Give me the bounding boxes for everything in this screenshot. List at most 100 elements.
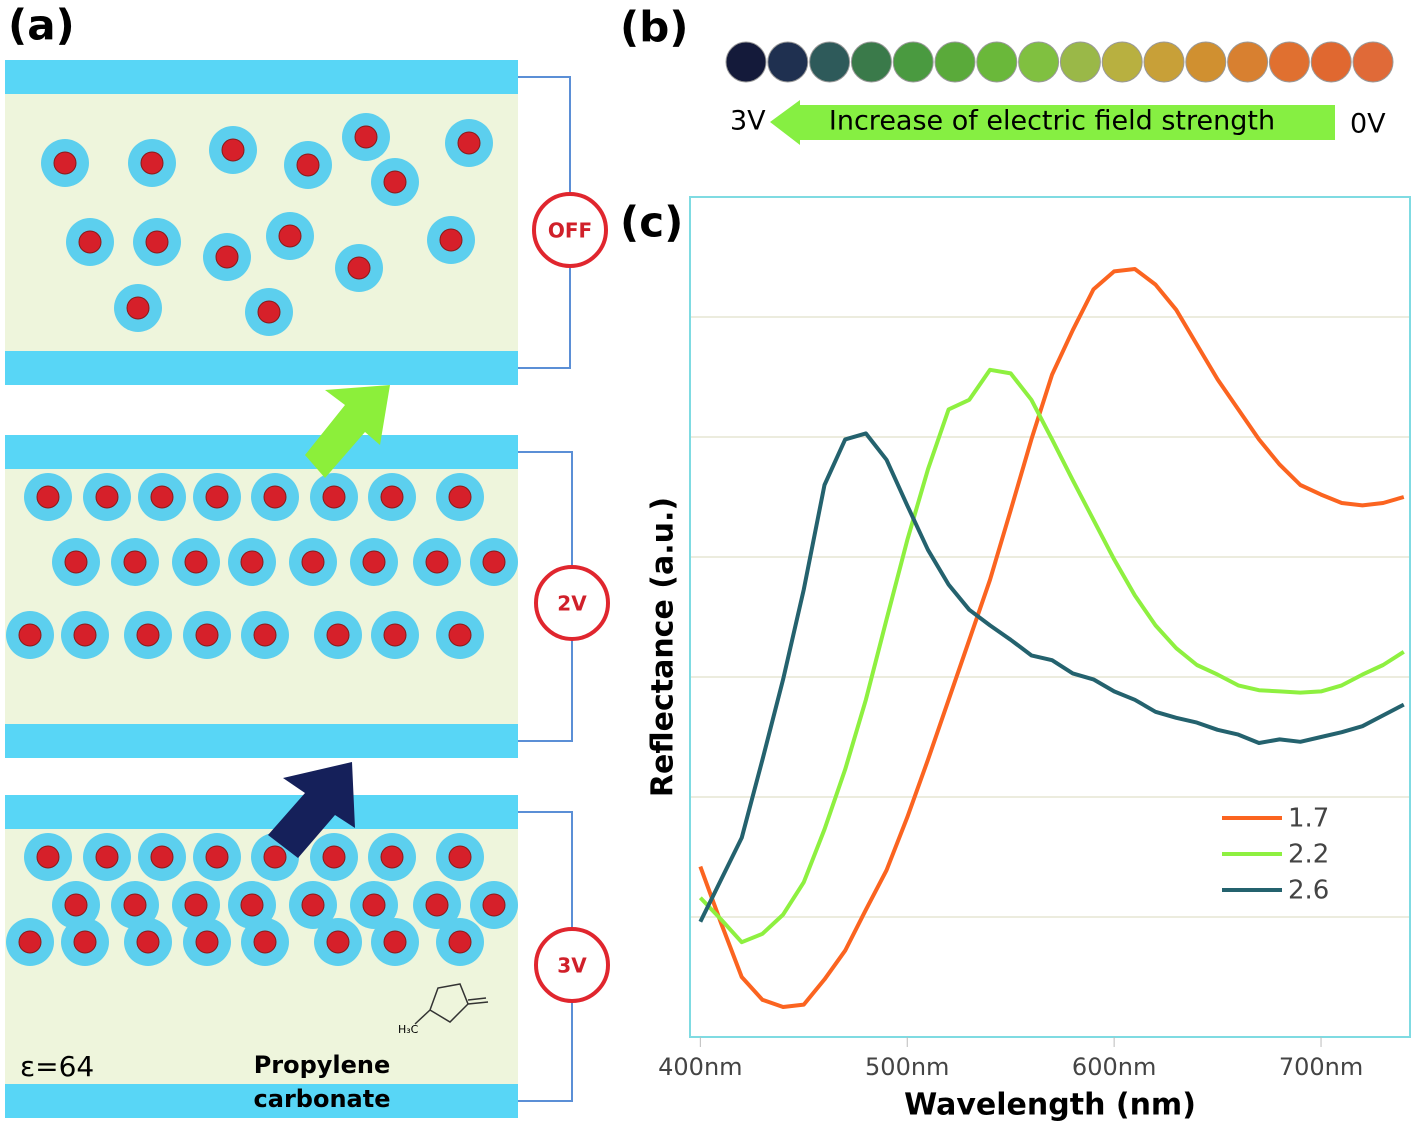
particle-core <box>150 845 174 869</box>
state-badge <box>534 565 610 641</box>
particle-core <box>184 550 208 574</box>
x-tick-label: 700nm <box>1279 1053 1363 1081</box>
particle-core <box>347 256 371 280</box>
particle-core <box>322 845 346 869</box>
panel-label: (b) <box>620 3 688 52</box>
color-swatch <box>725 41 767 83</box>
particle-core <box>263 845 287 869</box>
solvent-label: carbonate <box>254 1085 391 1113</box>
electrode <box>5 351 518 385</box>
particle-core <box>221 138 245 162</box>
color-swatch <box>1143 41 1185 83</box>
color-swatch <box>1101 41 1143 83</box>
particle-core <box>383 170 407 194</box>
legend-label: 2.2 <box>1288 840 1329 870</box>
particle-core <box>136 930 160 954</box>
transition-arrow <box>305 385 390 478</box>
color-swatch <box>767 41 809 83</box>
particle-core <box>64 893 88 917</box>
particle-core <box>296 153 320 177</box>
particle-core <box>145 230 169 254</box>
particle-core <box>36 845 60 869</box>
particle-core <box>78 230 102 254</box>
series-line <box>698 367 1405 945</box>
electrode <box>5 795 518 829</box>
color-swatch <box>1352 41 1394 83</box>
particle-core <box>73 930 97 954</box>
electrode <box>5 435 518 469</box>
particle-core <box>73 623 97 647</box>
particle-core <box>383 623 407 647</box>
particle-core <box>448 485 472 509</box>
dielectric-label: ε=64 <box>20 1050 94 1083</box>
particle-core <box>123 550 147 574</box>
particle-core <box>205 485 229 509</box>
particle-core <box>482 550 506 574</box>
electrode <box>5 1084 518 1118</box>
molecule <box>414 983 489 1025</box>
voltage-label: 0V <box>1350 109 1386 140</box>
electrode <box>5 60 518 94</box>
particle-core <box>126 296 150 320</box>
particle-core <box>439 228 463 252</box>
particle-core <box>362 550 386 574</box>
x-tick-label: 600nm <box>1072 1053 1156 1081</box>
x-axis-label: Wavelength (nm) <box>904 1088 1196 1123</box>
particle-core <box>240 550 264 574</box>
particle-core <box>195 623 219 647</box>
state-label: 3V <box>557 954 587 978</box>
particle-core <box>448 623 472 647</box>
particle-core <box>301 893 325 917</box>
y-axis-label: Reflectance (a.u.) <box>646 497 681 797</box>
particle-core <box>205 845 229 869</box>
particle-core <box>326 930 350 954</box>
particle-core <box>36 485 60 509</box>
particle-core <box>64 550 88 574</box>
field-arrow <box>770 100 1335 145</box>
panel-label: (c) <box>620 198 683 247</box>
voltage-label: 3V <box>730 106 766 137</box>
particle-core <box>18 623 42 647</box>
chart: 400nm 500nm 600nm 700nm Wavelength (nm) Refle… <box>646 196 1411 1123</box>
color-swatch <box>1185 41 1227 83</box>
particle-core <box>322 485 346 509</box>
particle-core <box>53 151 77 175</box>
particle-core <box>448 930 472 954</box>
particle-core <box>150 485 174 509</box>
color-swatch <box>809 41 851 83</box>
particle-core <box>448 845 472 869</box>
panel-label: (a) <box>8 1 75 50</box>
particle-core <box>380 845 404 869</box>
state-badge <box>532 192 608 268</box>
electrode <box>5 724 518 758</box>
molecule-label: H₃C <box>398 1023 419 1036</box>
color-swatch <box>976 41 1018 83</box>
particle-core <box>326 623 350 647</box>
particle-core <box>136 623 160 647</box>
particle-core <box>257 300 281 324</box>
panel-a: OFF 2V 3V Propylene carbonate <box>5 60 610 1118</box>
particle-core <box>354 125 378 149</box>
series-line <box>698 267 1405 1009</box>
color-swatch <box>1310 41 1352 83</box>
x-tick-label: 400nm <box>658 1053 742 1081</box>
color-swatch <box>892 41 934 83</box>
swatches <box>725 41 1394 83</box>
arrow-label: Increase of electric field strength <box>829 106 1275 137</box>
particle-core <box>362 893 386 917</box>
particle-core <box>184 893 208 917</box>
particle-core <box>123 893 147 917</box>
color-swatch <box>1268 41 1310 83</box>
particle-core <box>253 930 277 954</box>
color-swatch <box>934 41 976 83</box>
color-swatch <box>1227 41 1269 83</box>
particle-core <box>140 151 164 175</box>
solvent-label: Propylene <box>254 1051 391 1079</box>
legend-label: 2.6 <box>1288 876 1329 906</box>
particle-core <box>18 930 42 954</box>
particle-core <box>380 485 404 509</box>
plot-frame <box>689 196 1411 1038</box>
particle-core <box>240 893 264 917</box>
particle-core <box>482 893 506 917</box>
